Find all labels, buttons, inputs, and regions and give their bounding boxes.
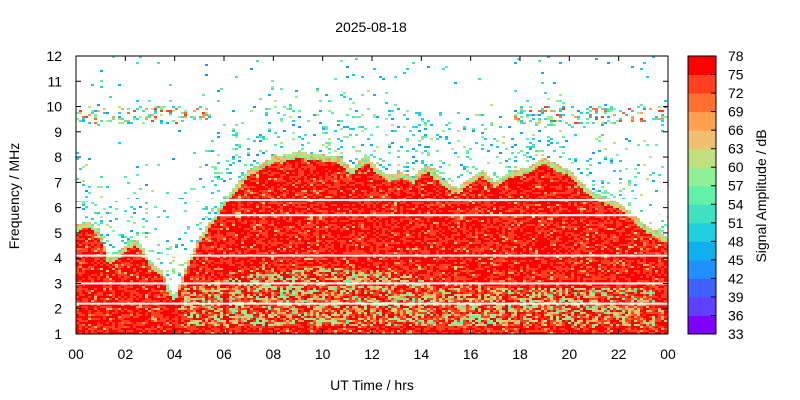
colorbar-segment bbox=[688, 241, 716, 261]
x-tick-label: 06 bbox=[216, 346, 232, 362]
colorbar-tick-label: 69 bbox=[728, 104, 744, 120]
colorbar-tick-label: 78 bbox=[728, 48, 744, 64]
colorbar-segment bbox=[688, 185, 716, 205]
colorbar-label: Signal Amplitude / dB bbox=[753, 129, 769, 262]
x-tick-label: 12 bbox=[364, 346, 380, 362]
colorbar-tick-label: 45 bbox=[728, 252, 744, 268]
y-tick-label: 8 bbox=[54, 149, 62, 165]
x-tick-label: 04 bbox=[167, 346, 183, 362]
colorbar-tick-label: 39 bbox=[728, 289, 744, 305]
colorbar-segment bbox=[688, 93, 716, 113]
colorbar-tick-label: 42 bbox=[728, 270, 744, 286]
x-tick-label: 18 bbox=[512, 346, 528, 362]
x-axis-label: UT Time / hrs bbox=[330, 377, 414, 393]
colorbar-segment bbox=[688, 130, 716, 150]
colorbar-segment bbox=[688, 56, 716, 76]
colorbar-tick-label: 75 bbox=[728, 67, 744, 83]
colorbar-segment bbox=[688, 315, 716, 335]
x-tick-label: 02 bbox=[118, 346, 134, 362]
colorbar-tick-label: 60 bbox=[728, 159, 744, 175]
y-tick-label: 9 bbox=[54, 124, 62, 140]
x-tick-label: 14 bbox=[414, 346, 430, 362]
colorbar-tick-label: 72 bbox=[728, 85, 744, 101]
y-tick-label: 11 bbox=[47, 73, 62, 89]
y-tick-label: 2 bbox=[54, 301, 62, 317]
colorbar-segment bbox=[688, 222, 716, 242]
colorbar-segment bbox=[688, 259, 716, 279]
y-tick-label: 1 bbox=[54, 326, 62, 342]
x-tick-label: 16 bbox=[463, 346, 479, 362]
x-tick-label: 20 bbox=[562, 346, 578, 362]
colorbar-segment bbox=[688, 111, 716, 131]
colorbar: 78 75 72 69 66 63 60 57 54 51 48 45 42 39 36 33 bbox=[687, 48, 744, 342]
chart-title: 2025-08-18 bbox=[335, 19, 407, 35]
colorbar-tick-label: 54 bbox=[728, 196, 744, 212]
colorbar-tick-label: 33 bbox=[728, 326, 744, 342]
y-tick-label: 12 bbox=[46, 48, 62, 64]
y-tick-label: 10 bbox=[46, 99, 62, 115]
heatmap-area bbox=[76, 56, 668, 334]
y-tick-label: 7 bbox=[54, 174, 62, 190]
colorbar-segment bbox=[688, 204, 716, 224]
colorbar-tick-label: 57 bbox=[728, 178, 744, 194]
colorbar-tick-label: 48 bbox=[728, 233, 744, 249]
x-tick-label: 00 bbox=[68, 346, 84, 362]
colorbar-segment bbox=[688, 74, 716, 94]
colorbar-tick-label: 36 bbox=[728, 307, 744, 323]
x-axis: 00 02 04 06 08 10 12 14 16 18 20 22 00 bbox=[68, 56, 676, 362]
y-tick-label: 6 bbox=[54, 200, 62, 216]
colorbar-segment bbox=[688, 278, 716, 298]
colorbar-segment bbox=[688, 167, 716, 187]
x-tick-label: 22 bbox=[611, 346, 627, 362]
colorbar-tick-label: 66 bbox=[728, 122, 744, 138]
x-tick-label: 00 bbox=[660, 346, 676, 362]
y-tick-label: 4 bbox=[54, 250, 62, 266]
colorbar-tick-label: 63 bbox=[728, 141, 744, 157]
colorbar-tick-label: 51 bbox=[728, 215, 744, 231]
y-tick-label: 5 bbox=[54, 225, 62, 241]
x-tick-label: 10 bbox=[315, 346, 331, 362]
y-tick-label: 3 bbox=[54, 275, 62, 291]
colorbar-segment bbox=[688, 296, 716, 316]
x-tick-label: 08 bbox=[266, 346, 282, 362]
y-axis-label: Frequency / MHz bbox=[6, 143, 22, 250]
colorbar-segment bbox=[688, 148, 716, 168]
